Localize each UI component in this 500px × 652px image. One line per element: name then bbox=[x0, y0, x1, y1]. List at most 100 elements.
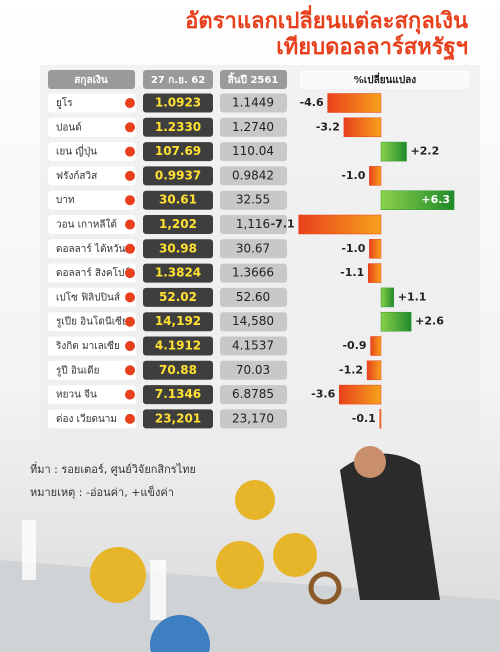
year-end-cell bbox=[220, 287, 287, 307]
name-cell bbox=[48, 385, 136, 405]
header-cell bbox=[143, 70, 213, 89]
currency-name: วอน เกาหลีใต้ bbox=[56, 219, 117, 231]
currency-name: บาท bbox=[56, 195, 75, 206]
change-bar bbox=[380, 311, 412, 332]
row-bullet bbox=[125, 341, 135, 351]
row-bullet bbox=[125, 413, 135, 424]
current-cell bbox=[143, 409, 213, 429]
change-label: -4.6 bbox=[300, 96, 324, 109]
currency-name: รูเปีย อินโดนีเซีย bbox=[56, 315, 128, 328]
name-cell bbox=[48, 312, 136, 332]
name-cell bbox=[48, 360, 136, 380]
current-cell bbox=[143, 263, 213, 283]
name-cell bbox=[48, 215, 136, 234]
year-end-cell bbox=[220, 360, 287, 380]
rate-year-end: 4.1537 bbox=[232, 339, 274, 353]
year-end-cell bbox=[220, 117, 287, 137]
currency-name: ดอลลาร์ ไต้หวัน bbox=[56, 243, 126, 255]
header-cell bbox=[48, 70, 135, 89]
header-label: สกุลเงิน bbox=[74, 74, 108, 86]
name-cell bbox=[48, 287, 136, 307]
row-bullet bbox=[125, 195, 135, 206]
row-bullet bbox=[125, 219, 135, 230]
change-label: -3.2 bbox=[316, 120, 340, 133]
year-end-cell bbox=[220, 142, 287, 162]
currency-name: ปอนด์ bbox=[56, 121, 82, 133]
rate-current: 14,192 bbox=[155, 314, 201, 328]
header-cell bbox=[300, 70, 470, 89]
change-bar bbox=[367, 263, 382, 283]
header-label: 27 ก.ย. 62 bbox=[151, 75, 205, 86]
rate-current: 1.0923 bbox=[155, 96, 201, 110]
name-cell bbox=[48, 239, 136, 259]
header-cell bbox=[220, 70, 287, 89]
row-bullet bbox=[125, 146, 135, 157]
change-bar bbox=[380, 141, 407, 162]
currency-name: เยน ญี่ปุ่น bbox=[56, 144, 97, 158]
year-end-cell bbox=[220, 93, 287, 113]
current-cell bbox=[143, 336, 213, 356]
source: ที่มา : รอยเตอร์, ศูนย์วิจัยกสิกรไทย bbox=[30, 461, 196, 476]
year-end-cell bbox=[220, 215, 287, 234]
current-cell bbox=[143, 190, 213, 210]
currency-name: ดอลลาร์ สิงคโปร์ bbox=[56, 266, 130, 279]
change-bar bbox=[379, 409, 382, 429]
change-bar bbox=[369, 166, 382, 186]
rate-year-end: 70.03 bbox=[236, 363, 270, 377]
row-bullet bbox=[125, 98, 135, 108]
rate-current: 1,202 bbox=[159, 217, 197, 231]
row-bullet bbox=[125, 268, 135, 279]
rate-year-end: 1,116 bbox=[236, 217, 270, 231]
currency-name: ริงกิต มาเลเซีย bbox=[55, 340, 119, 352]
current-cell bbox=[143, 312, 213, 332]
current-cell bbox=[143, 287, 213, 307]
change-bar bbox=[380, 190, 455, 210]
current-cell bbox=[143, 239, 213, 259]
change-label: -7.1 bbox=[271, 218, 295, 231]
currency-name: ยูโร bbox=[56, 96, 73, 109]
rate-year-end: 1.1449 bbox=[232, 96, 274, 110]
rate-year-end: 30.67 bbox=[236, 241, 270, 255]
year-end-cell bbox=[220, 190, 287, 210]
year-end-cell bbox=[220, 263, 287, 283]
name-cell bbox=[48, 93, 136, 113]
rate-current: 1.3824 bbox=[155, 266, 201, 280]
current-cell bbox=[143, 360, 213, 380]
name-cell bbox=[48, 117, 136, 137]
name-cell bbox=[48, 166, 136, 186]
change-label: -1.0 bbox=[341, 169, 365, 182]
header-label: %เปลี่ยนแปลง bbox=[354, 72, 417, 86]
currency-name: หยวน จีน bbox=[56, 389, 97, 401]
row-bullet bbox=[125, 243, 135, 254]
name-cell bbox=[48, 142, 136, 162]
rate-current: 107.69 bbox=[155, 144, 201, 158]
year-end-cell bbox=[220, 409, 287, 429]
rate-year-end: 1.3666 bbox=[232, 266, 274, 280]
year-end-cell bbox=[220, 385, 287, 405]
illustration bbox=[0, 446, 500, 652]
rate-current: 23,201 bbox=[155, 411, 201, 425]
note: หมายเหตุ : -อ่อนค่า, +แข็งค่า bbox=[30, 485, 174, 499]
rate-current: 52.02 bbox=[159, 290, 197, 304]
name-cell bbox=[48, 263, 136, 283]
currency-name: ฟรังก์สวิส bbox=[56, 170, 97, 182]
rate-year-end: 23,170 bbox=[232, 411, 274, 425]
rate-year-end: 1.2740 bbox=[232, 120, 274, 134]
year-end-cell bbox=[220, 336, 287, 356]
change-label: +1.1 bbox=[398, 290, 427, 303]
row-bullet bbox=[125, 316, 135, 327]
rate-year-end: 0.9842 bbox=[232, 168, 274, 182]
change-label: +2.2 bbox=[411, 145, 440, 158]
rate-year-end: 14,580 bbox=[232, 314, 274, 328]
name-cell bbox=[48, 190, 136, 210]
change-bar bbox=[380, 287, 395, 308]
change-bar bbox=[343, 117, 382, 138]
name-cell bbox=[48, 336, 136, 356]
change-label: -1.1 bbox=[340, 266, 364, 279]
current-cell bbox=[143, 117, 213, 137]
current-cell bbox=[143, 93, 213, 113]
year-end-cell bbox=[220, 166, 287, 186]
rate-year-end: 110.04 bbox=[232, 144, 274, 158]
row-bullet bbox=[125, 292, 135, 303]
change-label: -1.2 bbox=[339, 363, 363, 376]
